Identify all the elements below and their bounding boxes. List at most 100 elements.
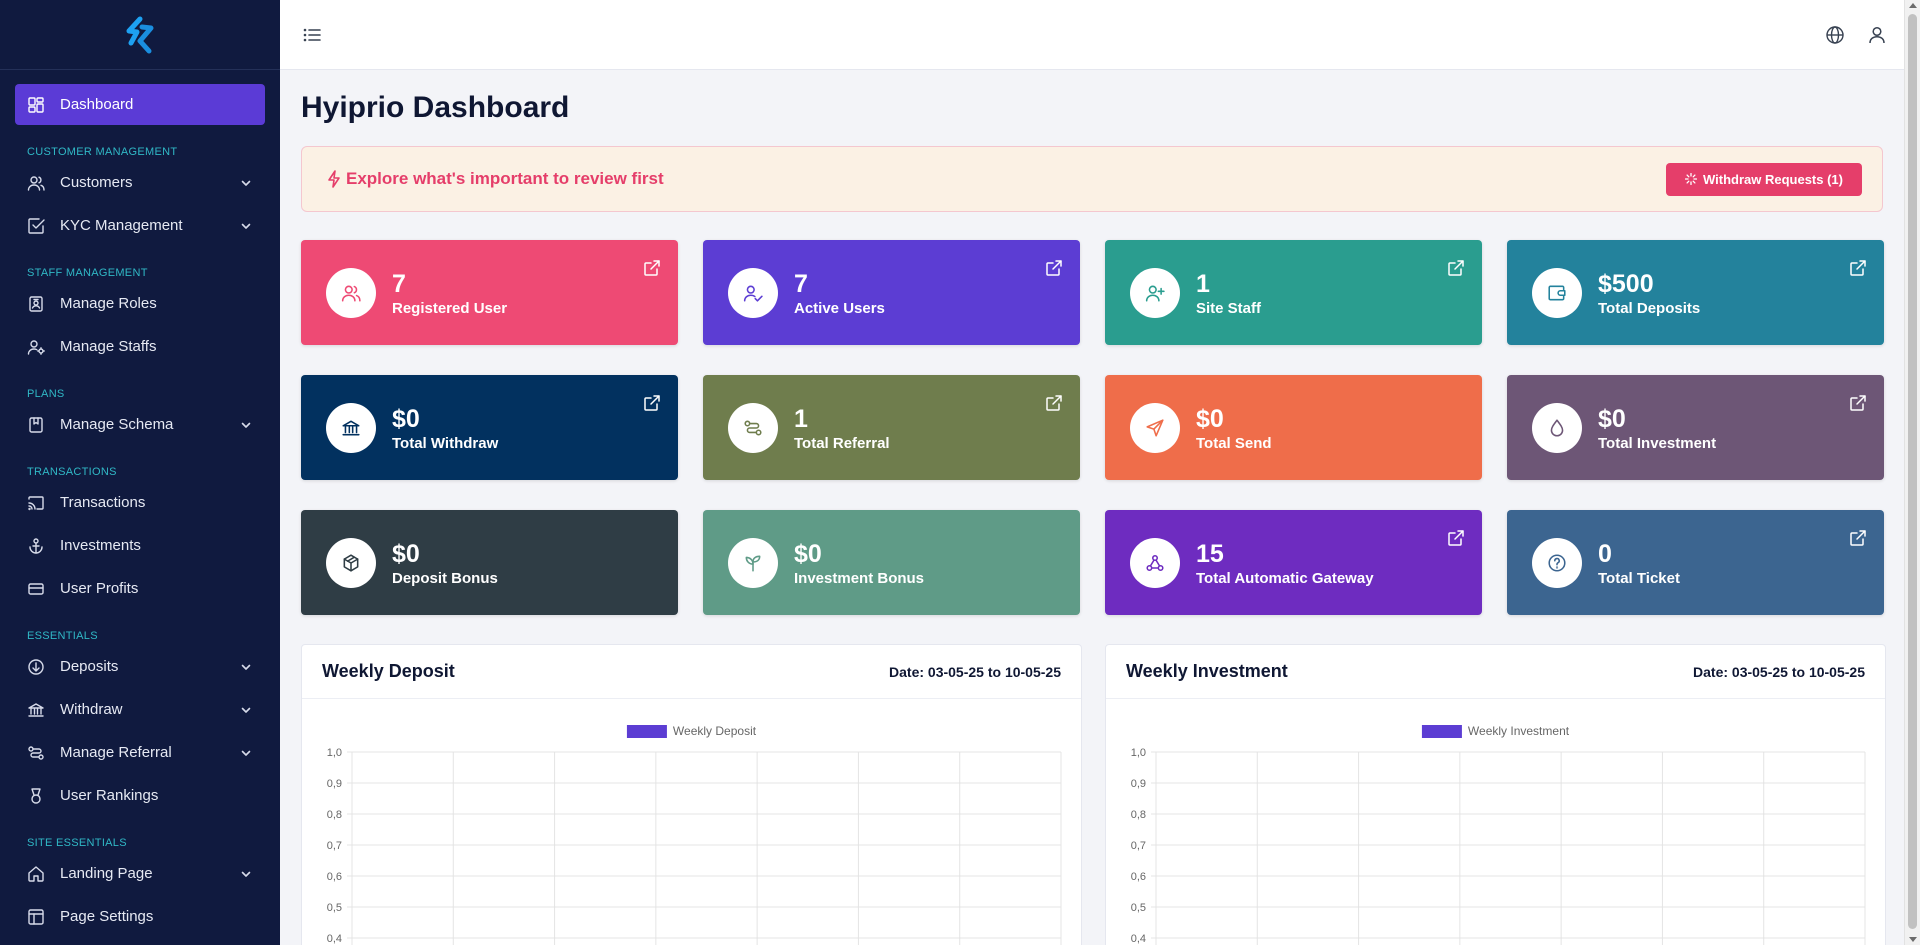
- stat-value: $0: [1598, 404, 1626, 433]
- droplet-icon: [1532, 402, 1582, 453]
- external-link-icon[interactable]: [1045, 259, 1063, 277]
- external-link-icon[interactable]: [1447, 529, 1465, 547]
- chevron-down-icon: [239, 703, 253, 717]
- sidebar-item-label: Manage Roles: [60, 295, 157, 312]
- dashboard-icon: [27, 96, 45, 114]
- y-tick-label: 0,7: [327, 840, 342, 852]
- logo-icon: [126, 16, 154, 53]
- sidebar-item-manage-staffs[interactable]: Manage Staffs: [15, 326, 265, 367]
- checkbox-icon: [27, 217, 45, 235]
- stat-label: Total Ticket: [1598, 569, 1680, 587]
- sidebar-section-heading: CUSTOMER MANAGEMENT: [27, 146, 178, 158]
- charts-row: Weekly Deposit Date: 03-05-25 to 10-05-2…: [301, 644, 1886, 945]
- link-icon: [27, 744, 45, 762]
- chevron-down-icon: [239, 219, 253, 233]
- user-icon[interactable]: [1867, 25, 1887, 45]
- bank-icon: [326, 402, 376, 453]
- stat-card-total-send: $0 Total Send: [1105, 375, 1482, 480]
- external-link-icon[interactable]: [1849, 394, 1867, 412]
- sidebar-item-user-profits[interactable]: User Profits: [15, 568, 265, 609]
- stat-card-total-withdraw: $0 Total Withdraw: [301, 375, 678, 480]
- sidebar-item-page-settings[interactable]: Page Settings: [15, 896, 265, 937]
- y-tick-label: 1,0: [327, 747, 342, 759]
- sidebar-item-customers[interactable]: Customers: [15, 162, 265, 203]
- stat-card-active-users: 7 Active Users: [703, 240, 1080, 345]
- anchor-icon: [27, 537, 45, 555]
- external-link-icon[interactable]: [1849, 259, 1867, 277]
- legend-swatch: [626, 725, 667, 738]
- loader-icon: [1684, 173, 1697, 185]
- layout-icon: [27, 908, 45, 926]
- notice-text: Explore what's important to review first: [346, 169, 664, 188]
- users-icon: [27, 174, 45, 192]
- page-title: Hyiprio Dashboard: [301, 91, 570, 124]
- help-circle-icon: [1532, 537, 1582, 588]
- menu-toggle-icon[interactable]: [302, 25, 322, 45]
- sidebar-item-withdraw[interactable]: Withdraw: [15, 689, 265, 730]
- y-tick-label: 0,9: [1131, 778, 1146, 790]
- sidebar-item-manage-schema[interactable]: Manage Schema: [15, 404, 265, 445]
- sidebar-item-label: Page Settings: [60, 908, 154, 925]
- sidebar-item-label: Landing Page: [60, 865, 153, 882]
- sidebar-section-heading: PLANS: [27, 388, 65, 400]
- stat-value: 0: [1598, 539, 1612, 568]
- main-content: Hyiprio Dashboard Explore what's importa…: [301, 70, 1886, 945]
- external-link-icon[interactable]: [643, 259, 661, 277]
- sidebar-item-user-rankings[interactable]: User Rankings: [15, 775, 265, 816]
- sidebar-item-kyc-management[interactable]: KYC Management: [15, 205, 265, 246]
- external-link-icon[interactable]: [1849, 529, 1867, 547]
- y-tick-label: 1,0: [1131, 747, 1146, 759]
- sidebar-item-label: Deposits: [60, 658, 119, 675]
- scroll-thumb[interactable]: [1908, 14, 1917, 929]
- scroll-down-arrow[interactable]: [1909, 937, 1917, 942]
- sidebar-item-transactions[interactable]: Transactions: [15, 482, 265, 523]
- chevron-down-icon: [239, 746, 253, 760]
- sidebar-item-label: KYC Management: [60, 217, 183, 234]
- stat-label: Total Deposits: [1598, 299, 1701, 317]
- sidebar-section-heading: TRANSACTIONS: [27, 466, 117, 478]
- stat-card-registered-user: 7 Registered User: [301, 240, 678, 345]
- legend-label: Weekly Investment: [1468, 724, 1570, 738]
- stat-value: $0: [392, 404, 420, 433]
- user-check-icon: [728, 267, 778, 318]
- y-tick-label: 0,6: [1131, 871, 1146, 883]
- stat-label: Deposit Bonus: [392, 569, 498, 587]
- scroll-up-arrow[interactable]: [1909, 3, 1917, 8]
- y-tick-label: 0,4: [1131, 933, 1146, 945]
- sidebar-item-label: Manage Staffs: [60, 338, 157, 355]
- chevron-down-icon: [239, 867, 253, 881]
- weekly-deposit-chart: Weekly Deposit 1,0 0,9 0,8 0,7 0,6 0,5 0,4: [327, 724, 1062, 945]
- wallet-icon: [1532, 267, 1582, 318]
- sidebar-item-label: Manage Referral: [60, 744, 172, 761]
- legend-label: Weekly Deposit: [673, 724, 757, 738]
- chevron-down-icon: [239, 176, 253, 190]
- id-badge-icon: [27, 295, 45, 313]
- sidebar-item-manage-referral[interactable]: Manage Referral: [15, 732, 265, 773]
- sidebar-item-manage-roles[interactable]: Manage Roles: [15, 283, 265, 324]
- y-tick-label: 0,5: [327, 902, 342, 914]
- sidebar-item-dashboard[interactable]: Dashboard: [15, 84, 265, 125]
- sidebar-item-landing-page[interactable]: Landing Page: [15, 853, 265, 894]
- sprout-icon: [728, 537, 778, 588]
- sidebar-section-heading: SITE ESSENTIALS: [27, 837, 127, 849]
- external-link-icon[interactable]: [1045, 394, 1063, 412]
- top-bar: [280, 0, 1904, 70]
- external-link-icon[interactable]: [1447, 259, 1465, 277]
- y-tick-label: 0,8: [1131, 809, 1146, 821]
- stat-label: Total Investment: [1598, 434, 1717, 452]
- logo[interactable]: [0, 0, 280, 70]
- sidebar-item-investments[interactable]: Investments: [15, 525, 265, 566]
- bookmark-icon: [27, 416, 45, 434]
- withdraw-requests-button[interactable]: Withdraw Requests (1): [1665, 162, 1862, 196]
- stat-label: Active Users: [794, 299, 885, 317]
- cast-icon: [27, 494, 45, 512]
- sidebar-section-heading: ESSENTIALS: [27, 630, 98, 642]
- stat-card-total-referral: 1 Total Referral: [703, 375, 1080, 480]
- sidebar-item-deposits[interactable]: Deposits: [15, 646, 265, 687]
- scrollbar[interactable]: [1904, 0, 1920, 945]
- chevron-down-icon: [239, 660, 253, 674]
- stat-value: 15: [1196, 539, 1224, 568]
- external-link-icon[interactable]: [643, 394, 661, 412]
- sidebar-item-label: Dashboard: [60, 96, 134, 113]
- globe-icon[interactable]: [1825, 25, 1845, 45]
